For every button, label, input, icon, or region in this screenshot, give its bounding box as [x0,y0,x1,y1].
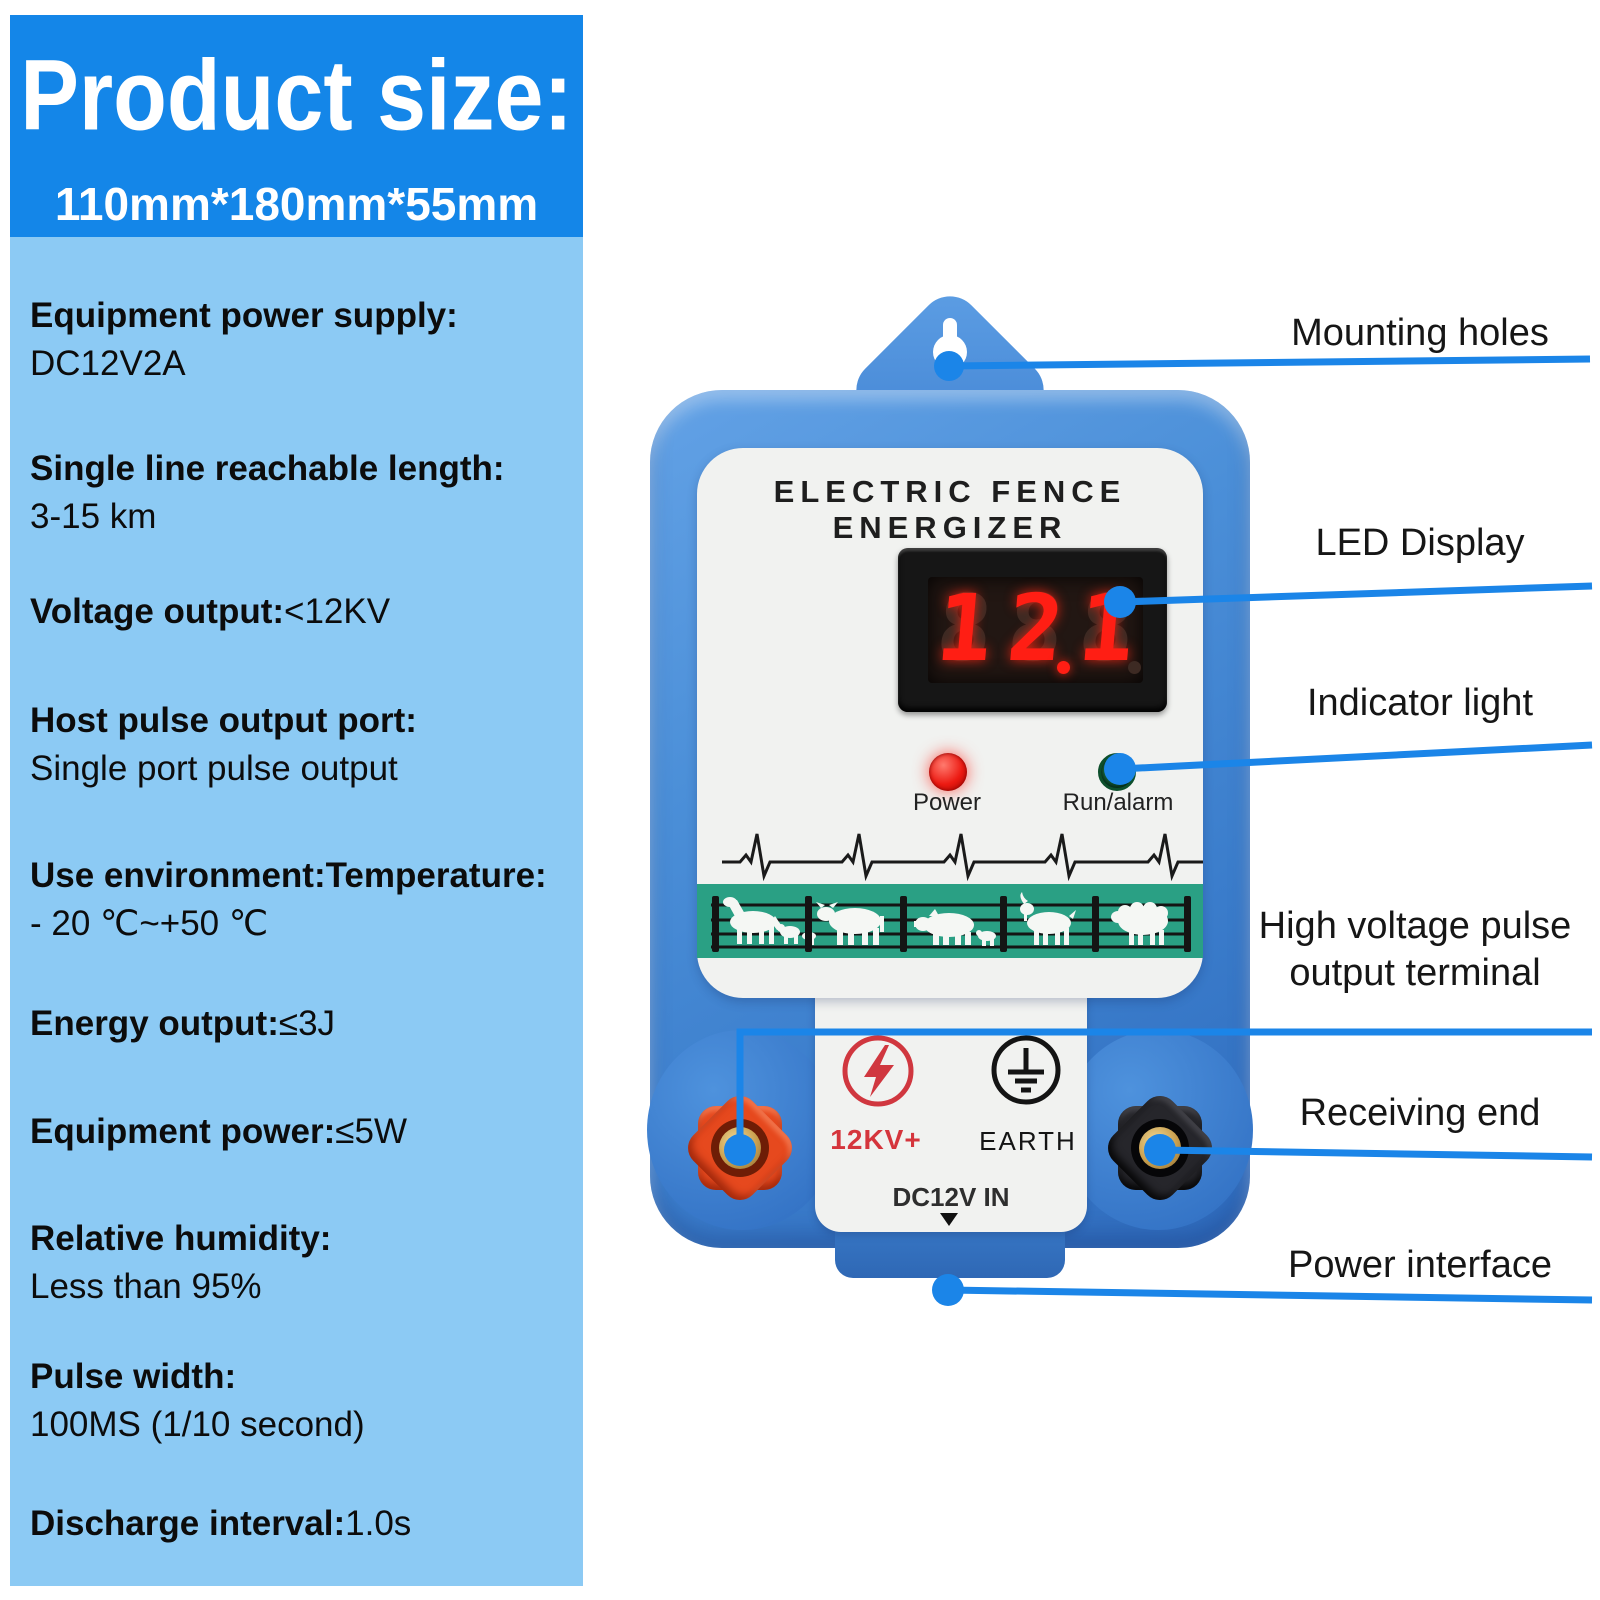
callout-line-power-interface [947,1286,1593,1304]
callout-dot-receiving [1144,1134,1176,1166]
fence-posts [712,896,1191,952]
callout-dot-hv-terminal [724,1134,756,1166]
power-led-indicator [929,753,967,791]
callout-label-indicator: Indicator light [1306,682,1533,724]
product-size-dimensions: 110mm*180mm*55mm [54,178,539,230]
run-alarm-led-label: Run/alarm [1062,789,1174,816]
device-title-line2: ENERGIZER [832,510,1068,545]
device-title-line1: ELECTRIC FENCE [773,474,1127,509]
earth-icon [991,1035,1061,1105]
spec-item: Host pulse output port: Single port pulse… [30,701,417,788]
spec-item: Single line reachable length: 3-15 km [30,449,505,536]
spec-item: Energy output:≤3J [30,1004,336,1043]
display-decimal-ghost [1128,661,1141,674]
callout-line-hv-terminal [736,1028,1592,1150]
power-led-label: Power [912,789,982,816]
callout-label-receiving: Receiving end [1299,1092,1541,1134]
fence-animals-graphic [697,884,1203,958]
sheep-icon [1111,902,1168,945]
callout-line-mounting [948,355,1591,370]
callout-label-power-interface: Power interface [1287,1244,1552,1286]
goat-icon [1020,892,1076,945]
callout-dot-indicator [1104,753,1136,785]
spec-item: Use environment:Temperature: - 20 ℃~+50 ℃ [30,856,547,943]
display-decimal-point [1057,661,1070,674]
hv-badge-label: 12KV+ [830,1124,922,1155]
callout-label-mounting: Mounting holes [1291,312,1549,354]
spec-panel [10,237,583,1586]
spec-item: Voltage output:<12KV [30,592,391,631]
product-size-title: Product size: [20,38,573,151]
spec-item: Discharge interval:1.0s [30,1504,412,1543]
power-in-label: DC12V IN [892,1182,1010,1212]
callout-line-indicator [1119,741,1593,773]
spec-item: Relative humidity: Less than 95% [30,1219,332,1306]
callout-dot-led-display [1104,586,1136,618]
spec-item: Pulse width: 100MS (1/10 second) [30,1357,365,1444]
animal-silhouettes [723,892,1168,946]
product-size-box: Product size: 110mm*180mm*55mm [10,15,583,237]
callout-label-hv-terminal: High voltage pulse output terminal [1258,905,1572,994]
earth-label: EARTH [979,1126,1077,1156]
callout-label-led-display: LED Display [1315,522,1525,564]
ecg-pulse-graphic [722,833,1203,882]
callout-line-led-display [1119,582,1593,606]
callout-dot-power-interface [932,1274,964,1306]
cow-icon [816,902,884,945]
spec-item: Equipment power supply: DC12V2A [30,296,458,383]
callout-line-receiving [1159,1146,1593,1161]
callout-dot-mounting [934,351,964,381]
spec-item: Equipment power:≤5W [30,1112,407,1151]
pig-icon [914,909,996,946]
lightning-icon [842,1035,914,1107]
power-in-arrow-icon [940,1213,958,1226]
